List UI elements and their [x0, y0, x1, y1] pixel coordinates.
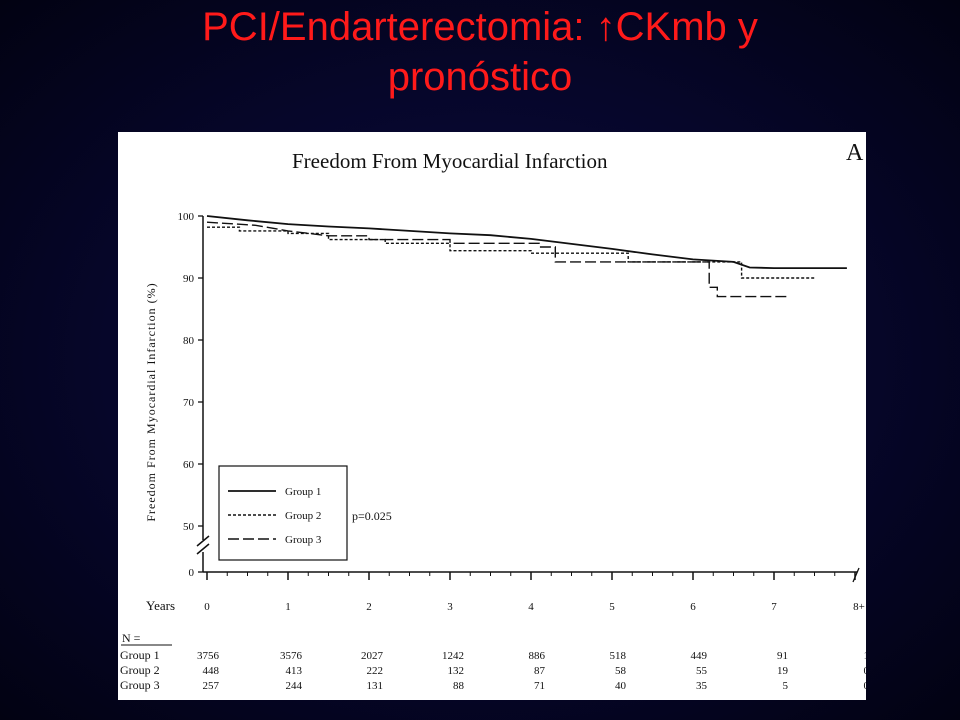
y-tick-label: 50 [183, 521, 195, 533]
chart-axes: 0 50 60 70 80 90 100 0 1 2 3 4 5 6 7 8+ [178, 211, 865, 613]
x-axis-end-mark [852, 567, 860, 583]
risk-table-cell: 87 [534, 665, 546, 677]
y-axis-break-mark [196, 543, 210, 555]
risk-table-cell: 35 [696, 680, 708, 692]
legend-label: Group 2 [285, 510, 321, 522]
x-tick-label: 5 [609, 601, 615, 613]
x-tick-label: 7 [771, 601, 777, 613]
risk-table-cell: 518 [610, 650, 627, 662]
risk-table-group-label: Group 1 [120, 648, 160, 662]
risk-table-cell: 71 [534, 680, 545, 692]
y-axis-break-mark [196, 535, 210, 547]
risk-table-cell: 40 [615, 680, 627, 692]
risk-table-cell: 0 [864, 665, 867, 677]
risk-table-cell: 88 [453, 680, 465, 692]
chart-title: Freedom From Myocardial Infarction [292, 149, 608, 173]
risk-table-cell: 3576 [280, 650, 303, 662]
y-tick-label: 100 [178, 211, 195, 223]
risk-table-cell: 886 [529, 650, 546, 662]
slide-title-line-1: PCI/Endarterectomia: ↑CKmb y [202, 5, 758, 49]
risk-table-cell: 2027 [361, 650, 384, 662]
risk-table-cell: 132 [448, 665, 465, 677]
series-line-1 [206, 215, 847, 270]
x-tick-label: 1 [285, 601, 291, 613]
panel-label: A [846, 140, 864, 166]
p-value: p=0.025 [352, 509, 392, 523]
risk-table-group-label: Group 2 [120, 663, 160, 677]
chart-legend: Group 1 Group 2 Group 3 [218, 465, 348, 561]
series-line-2 [207, 226, 815, 279]
risk-table-cell: 5 [783, 680, 789, 692]
risk-table-cell: 19 [777, 665, 789, 677]
risk-table-cell: 0 [864, 680, 867, 692]
x-tick-label: 2 [366, 601, 372, 613]
y-tick-label: 80 [183, 335, 195, 347]
x-tick-label: 6 [690, 601, 696, 613]
y-tick-label: 0 [189, 567, 195, 579]
kaplan-meier-chart: Freedom From Myocardial Infarction A Fre… [120, 140, 866, 692]
legend-box [218, 465, 348, 561]
risk-table-cell: 244 [286, 680, 303, 692]
survival-figure: Freedom From Myocardial Infarction A Fre… [118, 132, 866, 700]
risk-table-group-label: Group 3 [120, 678, 160, 692]
risk-table-cell: 3756 [197, 650, 220, 662]
risk-table-header: N = [122, 631, 141, 645]
risk-table-cell: 413 [286, 665, 303, 677]
legend-label: Group 3 [285, 534, 322, 546]
y-tick-label: 70 [183, 397, 195, 409]
risk-table-cell: 222 [367, 665, 384, 677]
risk-table-cell: 58 [615, 665, 627, 677]
series-line-3 [206, 221, 791, 298]
x-tick-label: 3 [447, 601, 453, 613]
y-tick-label: 90 [183, 273, 195, 285]
series-layer [206, 215, 847, 298]
slide-title-line-2: pronóstico [387, 55, 573, 99]
risk-table: N = Group 1 3756 3576 2027 1242 886 518 449 91 1 Gr… [120, 631, 866, 692]
risk-table-cell: 448 [203, 665, 220, 677]
x-tick-label: 4 [528, 601, 534, 613]
legend-label: Group 1 [285, 486, 321, 498]
risk-table-cell: 91 [777, 650, 788, 662]
x-tick-label: 0 [204, 601, 210, 613]
risk-table-cell: 131 [367, 680, 384, 692]
risk-table-cell: 55 [696, 665, 708, 677]
x-tick-label: 8+ [853, 601, 865, 613]
risk-table-cell: 257 [203, 680, 220, 692]
risk-table-cell: 1242 [442, 650, 464, 662]
x-axis-label: Years [146, 598, 175, 613]
risk-table-cell: 449 [691, 650, 708, 662]
y-axis-label: Freedom From Myocardial Infarction (%) [144, 282, 158, 521]
y-tick-label: 60 [183, 459, 195, 471]
slide-title: PCI/Endarterectomia: ↑CKmb y pronóstico [0, 2, 960, 102]
risk-table-cell: 1 [864, 650, 867, 662]
